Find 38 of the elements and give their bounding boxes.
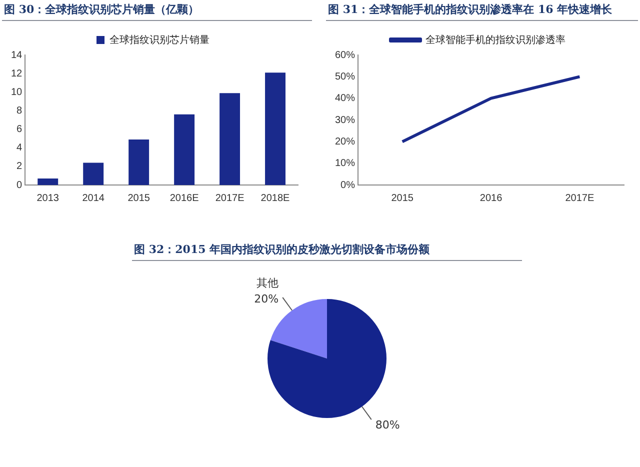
chart-title: 图 31：全球智能手机的指纹识别渗透率在 16 年快速增长 — [326, 2, 638, 21]
chart-title: 图 30：全球指纹识别芯片销量（亿颗） — [2, 2, 312, 21]
data-label: 20% — [254, 292, 279, 306]
bar — [38, 178, 58, 185]
y-tick-label: 12 — [11, 68, 23, 80]
x-tick-label: 2016E — [170, 192, 200, 204]
legend-label: 全球智能手机的指纹识别渗透率 — [426, 34, 566, 46]
y-tick-label: 0% — [340, 180, 356, 191]
y-tick-label: 8 — [16, 105, 23, 116]
y-tick-label: 14 — [11, 50, 23, 61]
y-tick-label: 2 — [16, 161, 23, 172]
legend-label: 全球指纹识别芯片销量 — [110, 34, 210, 46]
bar — [265, 72, 286, 185]
slice-label: 其他 — [256, 276, 279, 290]
y-tick-label: 10 — [11, 86, 23, 98]
bar — [174, 114, 195, 185]
bar — [83, 162, 104, 185]
y-tick-label: 20% — [335, 136, 356, 148]
y-tick-label: 6 — [16, 124, 23, 136]
x-tick-label: 2015 — [391, 192, 414, 204]
y-tick-label: 10% — [335, 158, 356, 170]
x-tick-label: 2013 — [36, 192, 60, 204]
x-tick-label: 2016 — [480, 192, 503, 204]
data-label: 80% — [375, 418, 400, 432]
y-tick-label: 50% — [335, 71, 356, 82]
y-tick-label: 40% — [335, 93, 356, 104]
chart-title: 图 32：2015 年国内指纹识别的皮秒激光切割设备市场份额 — [132, 242, 522, 261]
bar — [220, 93, 240, 185]
x-tick-label: 2015 — [128, 192, 150, 204]
y-tick-label: 0 — [16, 180, 23, 191]
x-tick-label: 2017E — [565, 192, 594, 204]
x-tick-label: 2018E — [260, 192, 290, 204]
bar — [128, 140, 150, 185]
x-tick-label: 2014 — [82, 192, 105, 204]
y-tick-label: 4 — [16, 142, 23, 154]
y-tick-label: 30% — [335, 114, 356, 126]
x-tick-label: 2017E — [215, 192, 245, 204]
y-tick-label: 60% — [335, 50, 356, 61]
